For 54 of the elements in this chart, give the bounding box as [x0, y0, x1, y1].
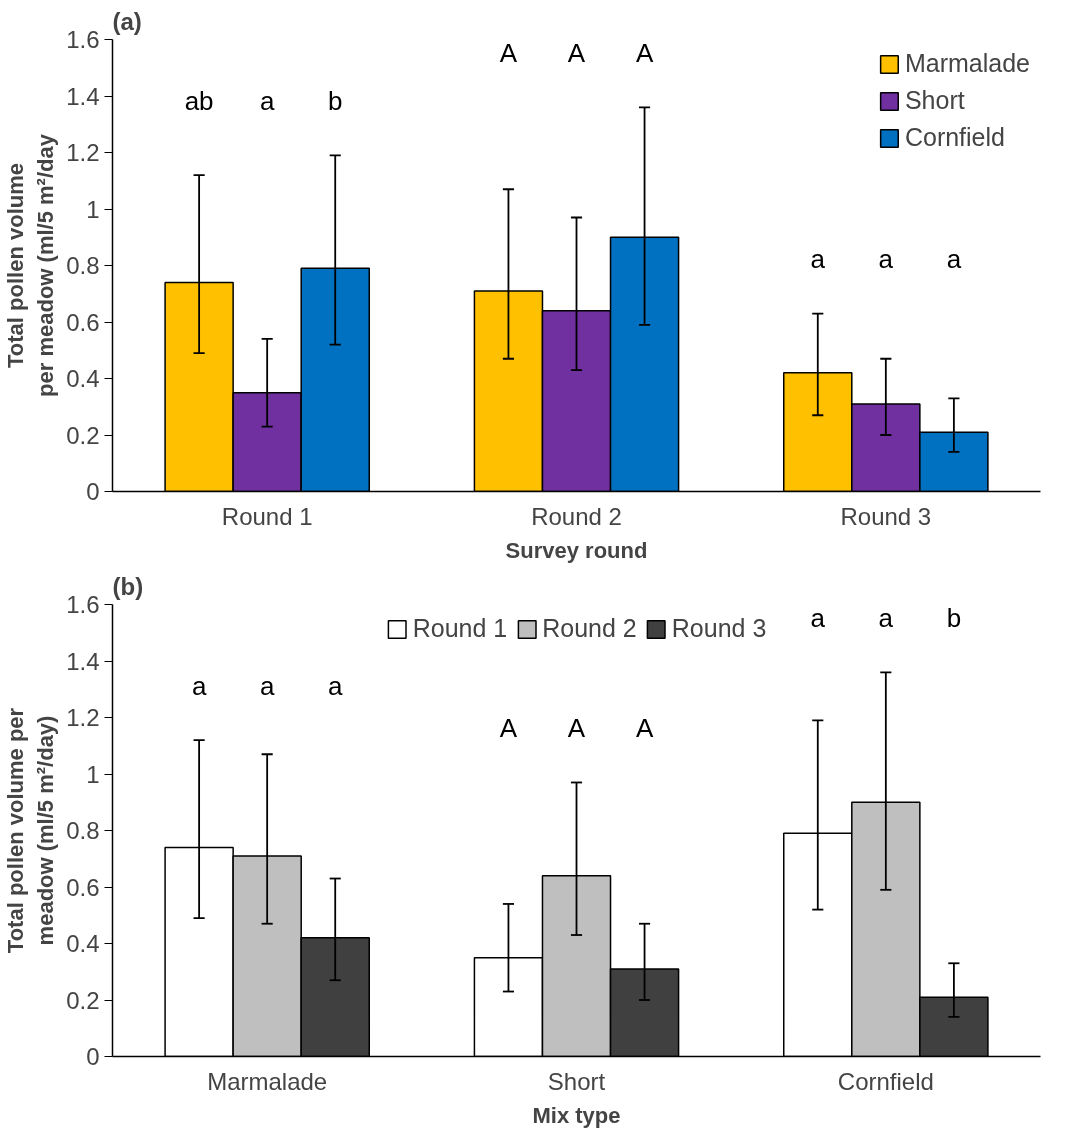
y-tick-label: 1.4: [66, 82, 100, 110]
y-tick-label: 0.6: [66, 873, 100, 901]
y-tick-label: 0.2: [66, 421, 100, 449]
annotation: A: [499, 713, 518, 744]
annotation: a: [946, 244, 962, 275]
annotation: a: [810, 244, 826, 275]
y-tick-label: 0.8: [66, 252, 100, 279]
y-tick-label: 1.2: [66, 139, 100, 166]
annotation: a: [810, 603, 826, 634]
legend-label: Short: [904, 86, 965, 115]
x-tick-label: Short: [547, 1067, 606, 1095]
annotation: a: [191, 670, 207, 701]
x-tick-label: Round 1: [221, 502, 313, 530]
annotation: A: [567, 38, 586, 69]
x-tick-label: Cornfield: [837, 1067, 934, 1095]
annotation: a: [878, 244, 894, 275]
annotation: a: [878, 603, 894, 634]
chart-title: (b): [112, 572, 144, 600]
legend-label: Round 1: [412, 614, 508, 643]
x-tick-label: Round 3: [840, 502, 932, 530]
annotation: A: [499, 38, 518, 69]
legend-label: Round 2: [542, 614, 637, 643]
legend-label: Cornfield: [904, 123, 1005, 152]
annotation: A: [635, 38, 654, 69]
annotation: b: [327, 86, 343, 117]
x-tick-label: Marmalade: [207, 1067, 328, 1095]
y-tick-label: 0.4: [66, 365, 100, 392]
x-axis-title: Mix type: [532, 1102, 621, 1128]
annotation: a: [259, 670, 275, 701]
x-axis-title: Survey round: [505, 537, 648, 563]
annotation: a: [259, 86, 275, 117]
y-axis-title: Total pollen volume per meadow (ml/5 m²/day: [3, 133, 59, 397]
annotation: A: [635, 713, 654, 744]
legend-label: Marmalade: [904, 49, 1030, 78]
y-tick-label: 0.4: [66, 930, 100, 957]
y-tick-label: 1.6: [66, 591, 100, 618]
y-tick-label: 0.8: [66, 817, 100, 844]
legend-label: Round 3: [671, 614, 767, 643]
y-tick-label: 0: [86, 1043, 100, 1070]
annotation: A: [567, 713, 586, 744]
y-tick-label: 1.6: [66, 26, 100, 53]
y-axis-title: Total pollen volume per meadow (ml/5 m²/day): [3, 707, 59, 954]
y-tick-label: 0: [86, 478, 100, 505]
annotation: b: [946, 603, 962, 634]
y-tick-label: 1: [86, 760, 100, 788]
y-tick-label: 1: [86, 195, 100, 223]
y-tick-label: 0.2: [66, 986, 100, 1014]
x-tick-label: Round 2: [531, 502, 622, 530]
y-tick-label: 1.4: [66, 647, 100, 675]
y-tick-label: 0.6: [66, 308, 100, 336]
annotation: ab: [184, 86, 214, 117]
chart-title: (a): [112, 7, 142, 35]
annotation: a: [327, 670, 343, 701]
y-tick-label: 1.2: [66, 704, 100, 731]
